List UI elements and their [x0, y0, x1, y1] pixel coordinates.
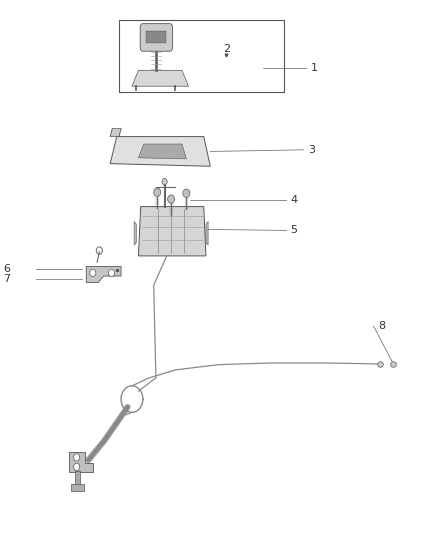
- Circle shape: [74, 463, 80, 471]
- Circle shape: [162, 179, 167, 185]
- Bar: [119, 20, 284, 92]
- Text: 2: 2: [223, 44, 230, 54]
- Text: 1: 1: [311, 63, 318, 73]
- Bar: [74, 471, 80, 486]
- Polygon shape: [134, 221, 136, 245]
- Polygon shape: [69, 452, 93, 472]
- Text: 5: 5: [290, 225, 297, 236]
- Bar: [71, 484, 84, 491]
- Polygon shape: [110, 136, 210, 166]
- Bar: [146, 31, 166, 43]
- Text: 6: 6: [4, 264, 11, 273]
- Polygon shape: [138, 207, 206, 256]
- Circle shape: [109, 269, 115, 277]
- Circle shape: [154, 188, 161, 197]
- Polygon shape: [138, 144, 186, 159]
- Circle shape: [90, 269, 96, 277]
- Circle shape: [183, 189, 190, 198]
- Circle shape: [168, 195, 175, 204]
- FancyBboxPatch shape: [140, 23, 173, 51]
- Text: 8: 8: [378, 321, 385, 331]
- Polygon shape: [110, 128, 121, 136]
- Polygon shape: [132, 70, 188, 86]
- Text: 4: 4: [290, 195, 297, 205]
- Text: 3: 3: [308, 145, 315, 155]
- Polygon shape: [86, 266, 121, 282]
- Polygon shape: [206, 221, 208, 245]
- Circle shape: [74, 454, 80, 461]
- Text: 7: 7: [4, 274, 11, 284]
